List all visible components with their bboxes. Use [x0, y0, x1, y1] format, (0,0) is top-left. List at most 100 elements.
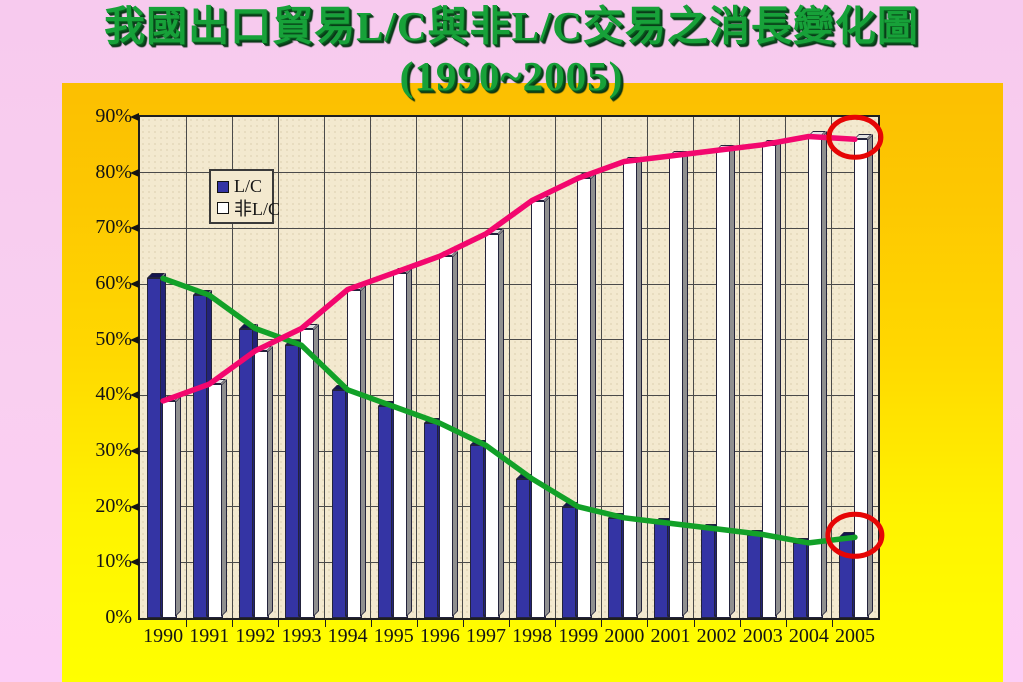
bar-side-face	[359, 284, 366, 617]
x-axis-label-1993: 1993	[281, 625, 322, 647]
x-axis-label-1992: 1992	[235, 625, 276, 647]
y-axis-label-70%: 70%	[95, 216, 132, 239]
bar-lc-1997	[469, 440, 489, 618]
bar-non-lc-1997	[484, 228, 504, 618]
x-axis-tick	[416, 620, 418, 627]
bar-lc-2000	[608, 512, 628, 618]
category-separator-8	[508, 117, 510, 618]
x-axis-tick	[555, 620, 557, 627]
bar-lc-1995	[377, 401, 397, 618]
category-separator-15	[831, 117, 833, 618]
x-axis-label-2004: 2004	[788, 625, 829, 647]
y-axis-label-60%: 60%	[95, 272, 132, 294]
x-axis-tick	[831, 620, 833, 627]
bar-side-face	[405, 267, 412, 617]
y-axis-tick-arrow-icon	[130, 113, 139, 121]
y-axis-tick-arrow-icon	[130, 168, 139, 177]
bar-lc-1999	[562, 501, 582, 618]
bar-non-lc-1993	[300, 323, 320, 618]
y-axis-tick-arrow-icon	[130, 280, 139, 288]
category-separator-13	[739, 117, 741, 618]
slide-subtitle: (1990~2005)	[399, 53, 624, 99]
y-axis-label-50%: 50%	[95, 327, 132, 350]
bar-lc-1994	[331, 384, 351, 618]
y-axis-label-90%: 90%	[95, 105, 132, 127]
bar-non-lc-1990	[162, 395, 182, 618]
bar-lc-1992	[239, 323, 259, 618]
category-separator-3	[277, 117, 279, 618]
x-axis-label-1994: 1994	[327, 625, 368, 647]
bar-non-lc-1994	[346, 284, 366, 618]
y-axis-label-40%: 40%	[95, 383, 132, 406]
bar-side-face	[221, 379, 228, 617]
x-axis-tick	[278, 620, 280, 627]
x-axis-tick	[785, 620, 787, 627]
bar-non-lc-2002	[715, 145, 735, 618]
y-axis-label-20%: 20%	[95, 494, 132, 517]
bar-non-lc-2004	[807, 131, 827, 618]
y-axis-tick-arrow-icon	[130, 335, 139, 344]
x-axis-tick	[462, 620, 464, 627]
category-separator-6	[416, 117, 418, 618]
x-axis-label-1990: 1990	[143, 625, 184, 647]
bar-lc-2001	[654, 518, 674, 618]
bar-side-face	[728, 145, 735, 617]
x-axis-label-2000: 2000	[604, 625, 645, 647]
bar-side-face	[774, 139, 781, 617]
y-axis-tick-arrow-icon	[130, 502, 139, 511]
x-axis-label-1991: 1991	[189, 625, 230, 647]
bar-side-face	[267, 345, 274, 617]
bar-lc-1991	[193, 290, 213, 618]
x-axis-tick	[186, 620, 188, 627]
bar-lc-1990	[147, 273, 167, 618]
x-axis-label-1999: 1999	[558, 625, 599, 647]
bar-lc-2002	[700, 523, 720, 618]
category-separator-5	[370, 117, 372, 618]
bar-lc-1998	[516, 473, 536, 618]
y-axis-tick-arrow-icon	[130, 224, 139, 233]
legend-swatch-non-lc-icon	[217, 201, 229, 214]
x-axis-tick	[739, 620, 741, 627]
y-axis-tick-arrow-icon	[130, 558, 139, 567]
bar-side-face	[682, 150, 689, 617]
category-separator-10	[600, 117, 602, 618]
bar-side-face	[451, 251, 458, 617]
x-axis-label-1998: 1998	[512, 625, 553, 647]
x-axis-tick	[601, 620, 603, 627]
x-axis-tick	[693, 620, 695, 627]
x-axis-label-1997: 1997	[465, 625, 506, 647]
legend: L/C 非L/C	[209, 169, 280, 224]
y-axis-tick-arrow-icon	[130, 391, 139, 400]
title-block: 我國出口貿易L/C與非L/C交易之消長變化圖 (1990~2005)	[0, 1, 1023, 101]
category-separator-7	[462, 117, 464, 618]
y-axis-tick-arrow-icon	[130, 447, 139, 455]
y-axis-label-30%: 30%	[95, 439, 132, 461]
y-axis-label-10%: 10%	[95, 550, 132, 573]
bar-lc-1996	[423, 418, 443, 618]
bar-non-lc-1992	[254, 345, 274, 618]
bar-side-face	[590, 173, 597, 617]
bar-non-lc-1998	[531, 195, 551, 618]
bar-side-face	[866, 134, 873, 617]
bar-side-face	[175, 395, 182, 617]
y-axis-label-80%: 80%	[95, 160, 132, 183]
x-axis-label-1996: 1996	[419, 625, 460, 647]
category-separator-12	[693, 117, 694, 618]
bar-lc-2004	[792, 537, 812, 618]
slide-title: 我國出口貿易L/C與非L/C交易之消長變化圖	[104, 3, 919, 49]
legend-item-non-lc: 非L/C	[217, 197, 280, 219]
legend-label-non-lc: 非L/C	[234, 198, 281, 219]
category-separator-14	[785, 117, 787, 618]
bar-side-face	[636, 156, 643, 617]
x-axis-tick	[324, 620, 326, 627]
bar-non-lc-1995	[392, 267, 412, 618]
x-axis-tick	[232, 620, 234, 627]
bar-side-face	[820, 131, 827, 617]
bar-side-face	[544, 195, 551, 617]
category-separator-1	[185, 117, 187, 618]
bar-non-lc-2000	[623, 156, 643, 618]
category-separator-4	[324, 117, 325, 618]
bar-non-lc-2005	[853, 134, 873, 618]
bar-lc-2005	[838, 532, 858, 618]
bar-non-lc-1999	[577, 173, 597, 618]
